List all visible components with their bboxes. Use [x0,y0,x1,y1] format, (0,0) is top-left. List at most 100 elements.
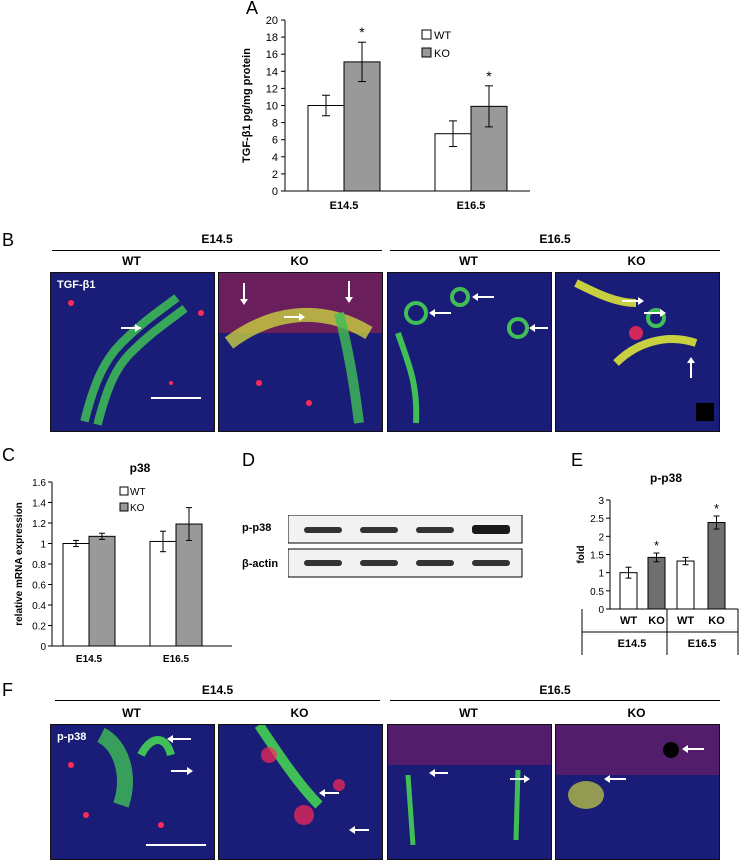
panel-b-sub-wt: WT [122,254,141,268]
chart-title: p38 [130,461,151,475]
y-tick-label: 1.6 [32,478,46,489]
bar-ko [88,535,116,647]
x-category-label: E14.5 [330,200,359,212]
panel-f-sub-ko: KO [627,706,646,720]
micrograph-b-e165-ko [555,272,720,432]
legend-label: WT [130,487,146,498]
bar-wt [307,105,345,192]
legend-label: KO [130,503,145,514]
bar-ko [707,522,726,610]
y-tick-label: 1 [598,569,604,580]
micrograph-b-e145-ko [218,272,383,432]
chart-title: p-p38 [650,471,682,485]
band-beta-actin [472,560,510,566]
x-category-label: E14.5 [76,654,103,665]
bar-ko [343,61,381,192]
y-tick-label: 3 [598,496,604,507]
panel-b-sub-ko: KO [627,254,646,268]
y-tick-label: 0.8 [32,560,46,571]
legend-swatch [119,502,129,512]
micrograph-b-e165-wt [387,272,552,432]
x-category-label: KO [708,615,725,627]
y-tick-label: 0.6 [32,581,46,592]
y-axis-label: TGF-β1 pg/mg protein [241,48,253,163]
legend-label: WT [434,30,451,42]
legend-swatch [421,29,432,40]
y-tick-label: 18 [266,32,278,44]
chart-a: 0 2 4 6 8 10 12 14 16 18 20 TGF-β1 pg/mg protein * E1… [241,15,530,212]
bar-wt [62,543,90,647]
band-beta-actin [360,560,398,566]
y-tick-label: 0.5 [590,587,604,598]
panel-f-group-e165: E16.5 [539,683,571,697]
micrograph-f-e165-ko [555,724,720,860]
panel-f-sub-wt: WT [122,706,141,720]
significance-mark: * [486,68,492,84]
legend-swatch [119,486,129,496]
legend-swatch [421,47,432,58]
y-axis-label: relative mRNA expression [14,502,25,626]
micrograph-f-e145-ko [218,724,383,860]
panel-f-group-e145: E14.5 [201,683,234,697]
panel-label-b: B [2,230,15,250]
significance-mark: * [654,538,659,553]
panel-b-group-e165: E16.5 [539,232,571,246]
panel-label-c: C [2,445,15,465]
stain-label-b: TGF-β1 [57,279,96,291]
y-tick-label: 14 [266,66,278,78]
y-tick-label: 1.4 [32,499,46,510]
micrograph-b-e145-wt: TGF-β1 [50,272,215,432]
y-tick-label: 0 [272,186,278,198]
bar-wt [676,560,695,610]
panel-b-group-e145: E14.5 [201,232,233,246]
y-tick-label: 12 [266,83,278,95]
y-tick-label: 10 [266,101,278,113]
x-category-label: E16.5 [163,654,190,665]
y-tick-label: 1 [40,540,46,551]
group-label: E16.5 [688,638,717,650]
y-tick-label: 0.4 [32,601,46,612]
y-tick-label: 2 [598,532,604,543]
y-tick-label: 6 [272,135,278,147]
group-label: E14.5 [618,638,647,650]
panel-f-group-line [390,700,720,701]
band-p-p38 [360,527,398,533]
chart-c: p38 0 0.2 0.4 0.6 0.8 1 1.2 1.4 1.6 relative mRNA … [14,461,232,665]
blot-row-label: p-p38 [242,522,272,534]
significance-mark: * [714,501,719,516]
micrograph-f-e145-wt: p-p38 [50,724,215,860]
y-tick-label: 8 [272,118,278,130]
bar-ko [175,523,203,647]
band-p-p38 [416,527,454,533]
x-category-label: WT [620,615,637,627]
stain-label-f: p-p38 [57,731,87,743]
y-tick-label: 1.5 [590,551,604,562]
western-blot-d: p-p38 β-actin [242,505,542,595]
panel-b-sub-wt: WT [459,254,478,268]
band-p-p38 [472,525,510,534]
legend-label: KO [434,48,450,60]
panel-label-d: D [242,450,255,470]
y-tick-label: 0 [40,642,46,653]
panel-f-sub-ko: KO [290,706,309,720]
panel-f-sub-wt: WT [459,706,478,720]
panel-label-a: A [246,0,259,18]
band-beta-actin [304,560,342,566]
panel-b-group-line [52,250,382,251]
y-tick-label: 16 [266,49,278,61]
y-tick-label: 0 [598,605,604,616]
micrograph-f-e165-wt [387,724,552,860]
panel-label-f: F [2,680,13,700]
y-axis-label: fold [576,545,587,563]
bar-ko [647,556,666,610]
y-tick-label: 2 [272,169,278,181]
y-tick-label: 20 [266,15,278,27]
band-beta-actin [416,560,454,566]
x-category-label: WT [677,615,694,627]
y-tick-label: 2.5 [590,514,604,525]
bar-wt [149,540,177,647]
y-tick-label: 1.2 [32,519,46,530]
panel-f-group-line [55,700,380,701]
y-tick-label: 0.2 [32,622,46,633]
